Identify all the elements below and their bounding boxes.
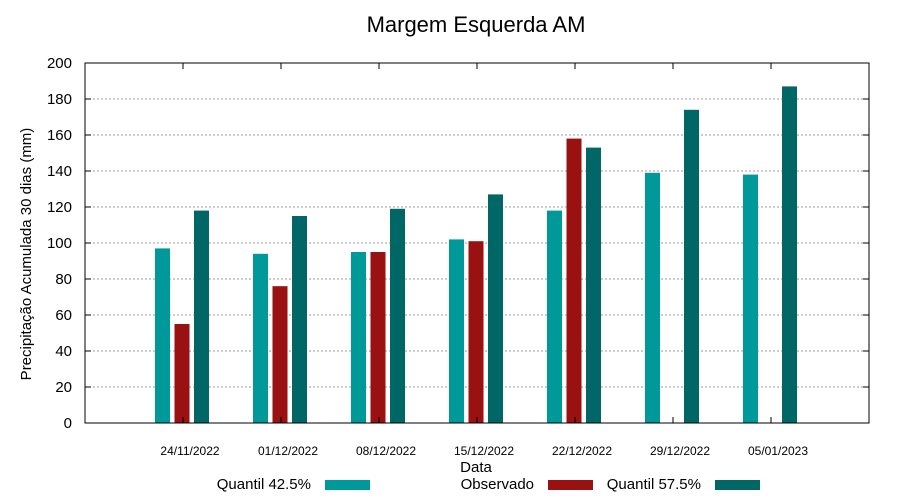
bar-observado-3 xyxy=(468,241,484,423)
bar-quantil-42-5--4 xyxy=(547,210,562,423)
bar-quantil-57-5--3 xyxy=(488,194,503,423)
x-tick-label: 15/12/2022 xyxy=(454,444,514,458)
legend-label: Observado xyxy=(461,476,534,493)
bar-quantil-57-5--4 xyxy=(586,147,601,423)
x-axis-label: Data xyxy=(460,459,492,476)
y-tick-label: 80 xyxy=(55,271,72,288)
x-tick-label: 05/01/2023 xyxy=(748,444,808,458)
y-tick-label: 160 xyxy=(47,127,72,144)
legend-swatch xyxy=(548,480,593,490)
x-tick-label: 08/12/2022 xyxy=(356,444,416,458)
bar-observado-1 xyxy=(272,286,288,423)
y-tick-label: 180 xyxy=(47,91,72,108)
x-tick-label: 22/12/2022 xyxy=(552,444,612,458)
bars xyxy=(155,86,797,424)
y-tick-label: 0 xyxy=(64,415,72,432)
bar-quantil-42-5--5 xyxy=(645,172,660,423)
legend: Quantil 42.5% Observado Quantil 57.5% xyxy=(217,476,760,493)
bar-quantil-42-5--0 xyxy=(155,248,170,423)
legend-swatch xyxy=(325,480,370,490)
bar-quantil-57-5--0 xyxy=(194,210,209,423)
y-tick-label: 200 xyxy=(47,55,72,72)
y-tick-label: 20 xyxy=(55,379,72,396)
bar-quantil-42-5--2 xyxy=(351,252,366,423)
bar-quantil-57-5--2 xyxy=(390,208,405,423)
bar-quantil-42-5--1 xyxy=(253,253,268,423)
legend-label: Quantil 42.5% xyxy=(217,476,311,493)
legend-label: Quantil 57.5% xyxy=(607,476,701,493)
y-tick-label: 140 xyxy=(47,163,72,180)
y-axis-label: Precipitação Acumulada 30 dias (mm) xyxy=(18,128,35,381)
bar-quantil-42-5--6 xyxy=(743,174,758,423)
x-tick-label: 24/11/2022 xyxy=(160,444,219,458)
y-tick-label: 100 xyxy=(47,235,72,252)
bar-observado-2 xyxy=(370,252,386,423)
y-tick-label: 60 xyxy=(55,307,72,324)
bar-quantil-57-5--1 xyxy=(292,216,307,423)
chart-title: Margem Esquerda AM xyxy=(367,12,586,37)
bar-quantil-42-5--3 xyxy=(449,239,464,423)
y-axis-ticks: 0 20 40 60 80 100 120 140 160 180 200 xyxy=(47,55,869,432)
bar-observado-4 xyxy=(566,138,582,423)
legend-swatch xyxy=(715,480,760,490)
bar-quantil-57-5--6 xyxy=(782,86,797,424)
x-axis-ticks: 24/11/2022 01/12/2022 08/12/2022 15/12/2022… xyxy=(160,63,808,458)
x-tick-label: 29/12/2022 xyxy=(650,444,710,458)
bar-observado-0 xyxy=(174,324,190,423)
x-tick-label: 01/12/2022 xyxy=(258,444,318,458)
y-tick-label: 120 xyxy=(47,199,72,216)
y-tick-label: 40 xyxy=(55,343,72,360)
bar-quantil-57-5--5 xyxy=(684,109,699,424)
